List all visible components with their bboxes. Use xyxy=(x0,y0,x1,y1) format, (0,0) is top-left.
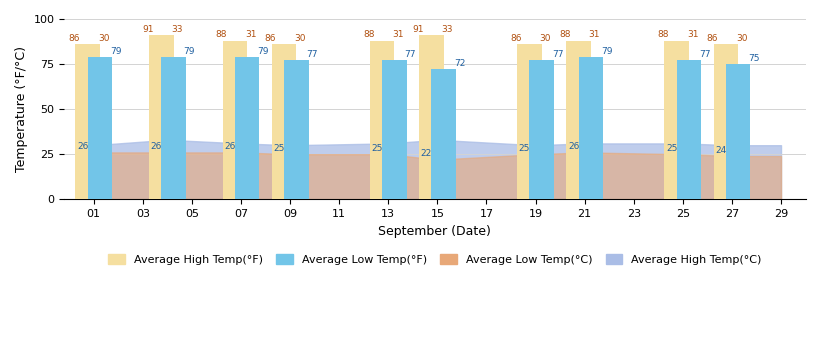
Bar xyxy=(88,57,112,199)
Text: 31: 31 xyxy=(687,30,698,39)
Text: 25: 25 xyxy=(519,144,530,153)
Text: 77: 77 xyxy=(699,50,710,59)
Text: 26: 26 xyxy=(150,142,162,151)
Text: 75: 75 xyxy=(749,54,759,63)
Bar xyxy=(382,60,407,199)
Bar xyxy=(235,57,260,199)
Text: 79: 79 xyxy=(257,47,269,56)
Text: 30: 30 xyxy=(98,34,110,43)
Text: 31: 31 xyxy=(393,30,404,39)
Text: 24: 24 xyxy=(715,146,726,155)
Bar xyxy=(676,60,701,199)
Text: 30: 30 xyxy=(540,34,551,43)
Bar xyxy=(517,44,542,199)
Text: 31: 31 xyxy=(588,30,600,39)
Text: 26: 26 xyxy=(77,142,88,151)
Text: 26: 26 xyxy=(224,142,236,151)
Text: 86: 86 xyxy=(265,34,276,43)
Text: 25: 25 xyxy=(666,144,677,153)
Bar xyxy=(579,57,603,199)
Text: 86: 86 xyxy=(510,34,522,43)
Bar xyxy=(566,41,591,199)
Bar xyxy=(665,41,689,199)
Text: 88: 88 xyxy=(559,30,571,39)
Bar xyxy=(149,35,173,199)
Text: 25: 25 xyxy=(273,144,285,153)
Text: 79: 79 xyxy=(601,47,613,56)
Y-axis label: Temperature (°F/°C): Temperature (°F/°C) xyxy=(15,46,28,172)
Bar xyxy=(530,60,554,199)
Text: 88: 88 xyxy=(363,30,374,39)
Bar xyxy=(76,44,100,199)
Text: 77: 77 xyxy=(405,50,416,59)
Text: 30: 30 xyxy=(294,34,305,43)
Text: 91: 91 xyxy=(412,25,423,34)
Text: 91: 91 xyxy=(142,25,154,34)
Text: 31: 31 xyxy=(245,30,256,39)
Text: 79: 79 xyxy=(183,47,195,56)
Bar xyxy=(714,44,738,199)
Text: 33: 33 xyxy=(442,25,453,34)
Text: 86: 86 xyxy=(68,34,80,43)
Bar xyxy=(419,35,443,199)
Text: 77: 77 xyxy=(552,50,564,59)
Bar xyxy=(432,70,456,199)
Text: 22: 22 xyxy=(421,150,432,158)
Text: 79: 79 xyxy=(110,47,121,56)
Text: 77: 77 xyxy=(306,50,318,59)
Bar xyxy=(284,60,309,199)
Bar xyxy=(725,64,750,199)
X-axis label: September (Date): September (Date) xyxy=(378,224,491,237)
Text: 88: 88 xyxy=(216,30,227,39)
Legend: Average High Temp(°F), Average Low Temp(°F), Average Low Temp(°C), Average High : Average High Temp(°F), Average Low Temp(… xyxy=(104,250,766,269)
Text: 88: 88 xyxy=(657,30,669,39)
Bar xyxy=(271,44,296,199)
Text: 86: 86 xyxy=(706,34,718,43)
Text: 72: 72 xyxy=(454,59,465,68)
Text: 26: 26 xyxy=(568,142,579,151)
Text: 25: 25 xyxy=(372,144,383,153)
Bar xyxy=(370,41,394,199)
Bar xyxy=(161,57,186,199)
Text: 30: 30 xyxy=(736,34,748,43)
Bar xyxy=(222,41,247,199)
Text: 33: 33 xyxy=(172,25,183,34)
